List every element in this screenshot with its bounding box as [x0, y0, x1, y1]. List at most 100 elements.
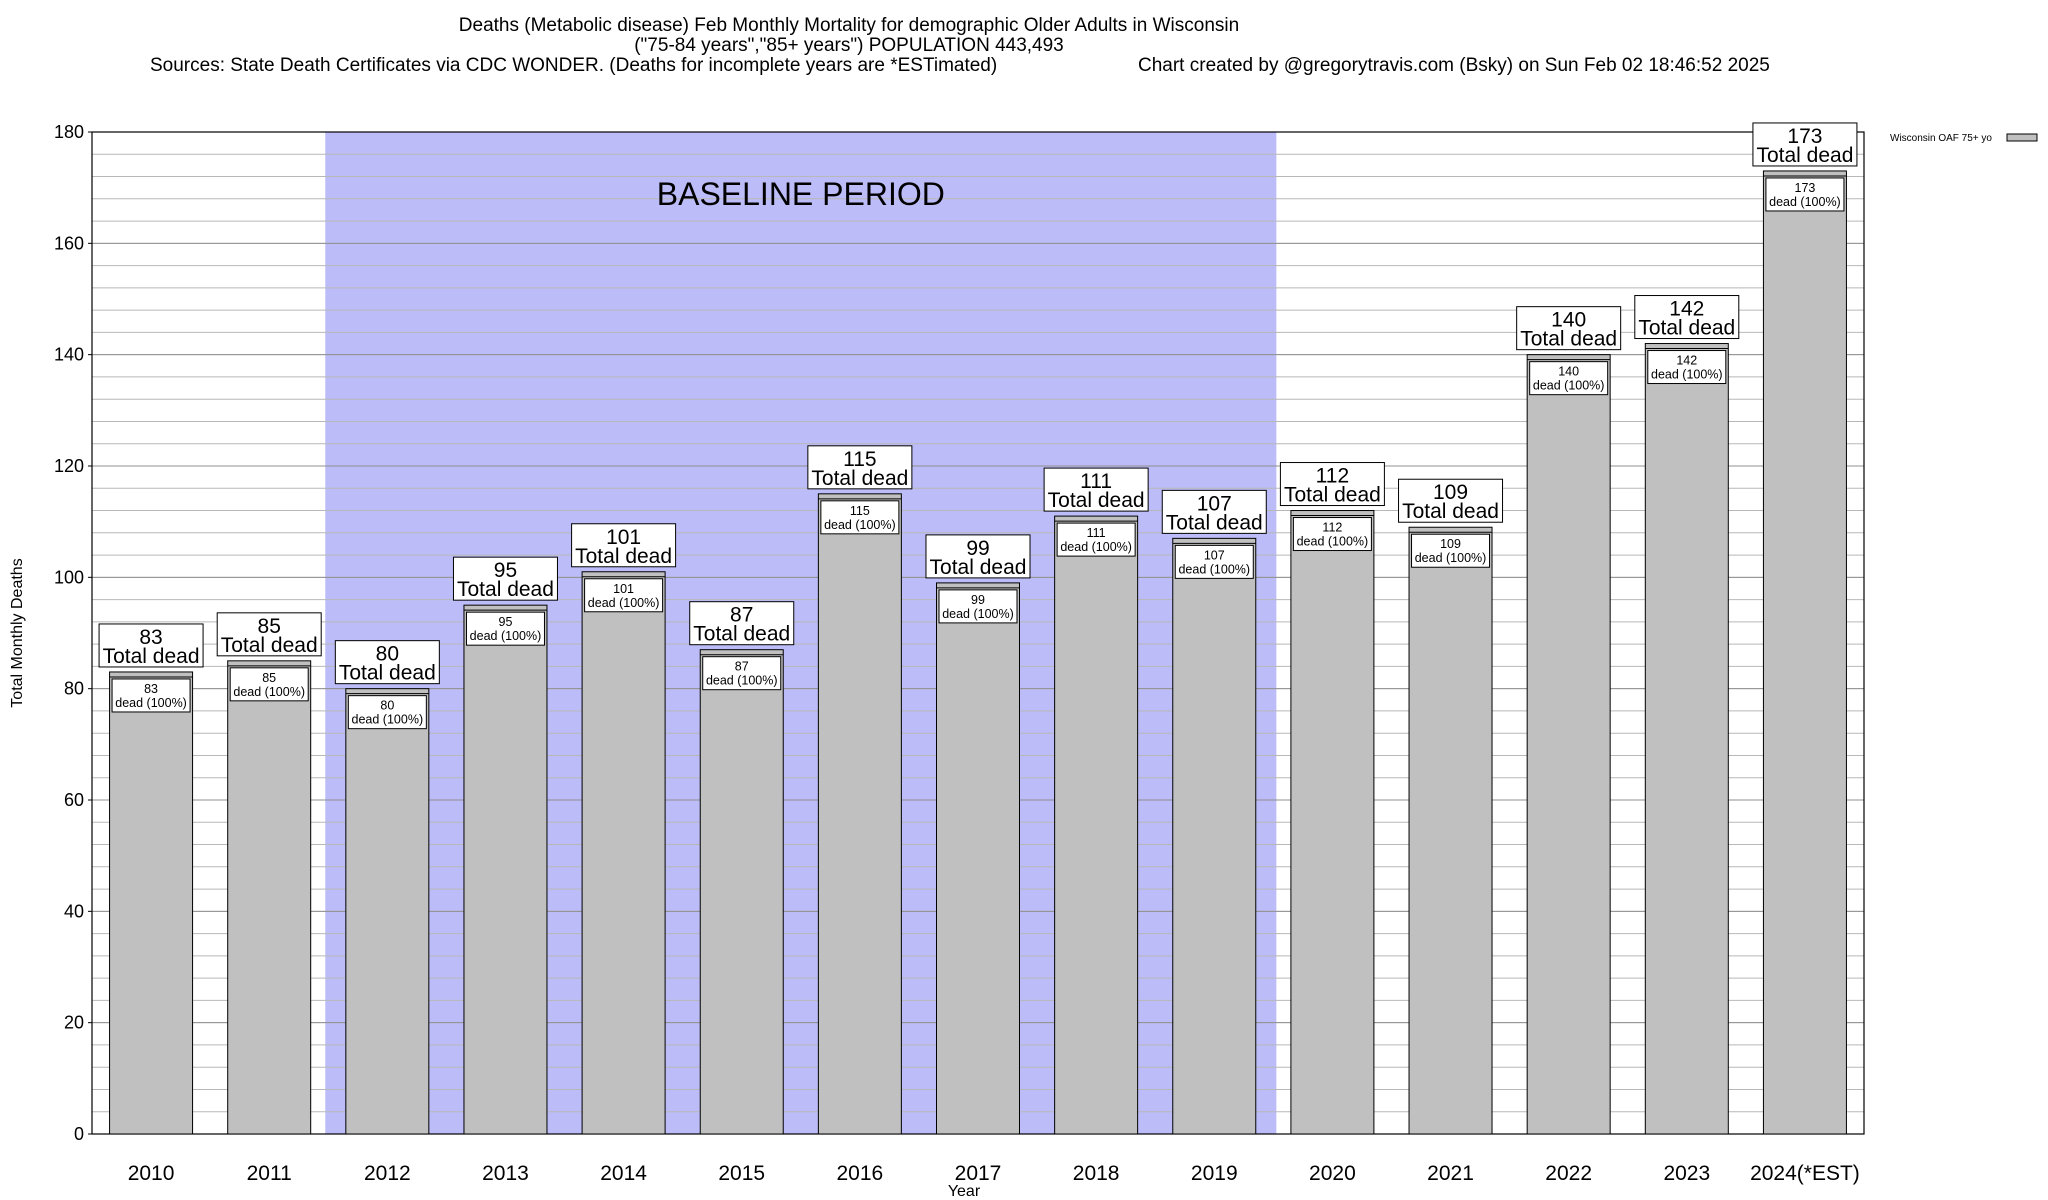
- y-tick-label: 180: [54, 122, 84, 142]
- bar: [581, 571, 666, 1135]
- y-tick-label: 80: [64, 679, 84, 699]
- inner-label-value: 109: [1440, 537, 1461, 551]
- y-tick-label: 120: [54, 456, 84, 476]
- inner-label-value: 112: [1322, 521, 1342, 535]
- inner-label-value: 101: [613, 582, 634, 596]
- inner-label-text: dead (100%): [1297, 535, 1369, 549]
- inner-label-box: [111, 678, 191, 713]
- total-label-value: 95: [494, 559, 517, 582]
- x-tick-label: 2013: [482, 1162, 529, 1185]
- inner-label-text: dead (100%): [470, 629, 542, 643]
- x-tick-label: 2023: [1663, 1162, 1710, 1185]
- total-label-text: Total dead: [1402, 500, 1499, 523]
- inner-label-box: [1765, 177, 1845, 212]
- y-tick-label: 100: [54, 567, 84, 587]
- total-label-box: [807, 445, 913, 490]
- x-axis-label: Year: [948, 1183, 981, 1200]
- total-label-box: [1279, 462, 1385, 507]
- inner-label-text: dead (100%): [233, 685, 305, 699]
- bar: [463, 604, 548, 1135]
- y-axis-label: Total Monthly Deaths: [9, 558, 26, 707]
- bar: [1644, 343, 1729, 1135]
- total-label-text: Total dead: [339, 662, 436, 685]
- total-label-text: Total dead: [457, 578, 554, 601]
- x-tick-label: 2015: [718, 1162, 765, 1185]
- plot-area: BASELINE PERIOD 0 20 40 60 80 100 120 140 160 180 T…: [9, 122, 1865, 1200]
- total-label-box: [98, 623, 204, 668]
- inner-label-text: dead (100%): [1769, 195, 1841, 209]
- legend: Wisconsin OAF 75+ yo: [1890, 133, 2038, 144]
- inner-label-box: [584, 578, 664, 613]
- bar: [1762, 170, 1847, 1135]
- inner-label-value: 85: [262, 671, 276, 685]
- total-label-value: 80: [376, 643, 399, 666]
- inner-label-box: [1647, 350, 1727, 385]
- inner-label-text: dead (100%): [942, 607, 1014, 621]
- inner-label-text: dead (100%): [706, 674, 778, 688]
- total-label-value: 99: [966, 537, 989, 560]
- inner-label-box: [1292, 517, 1372, 552]
- baseline-period-label: BASELINE PERIOD: [657, 176, 945, 212]
- total-label-box: [1398, 478, 1504, 523]
- inner-label-text: dead (100%): [824, 518, 896, 532]
- total-label-value: 111: [1080, 470, 1112, 493]
- inner-label-text: dead (100%): [1415, 551, 1487, 565]
- legend-label: Wisconsin OAF 75+ yo: [1890, 133, 1992, 144]
- y-tick-label: 160: [54, 233, 84, 253]
- total-label-box: [1752, 122, 1858, 167]
- bar: [345, 688, 430, 1135]
- inner-label-value: 142: [1676, 354, 1697, 368]
- total-label-value: 85: [258, 615, 281, 638]
- inner-label-value: 115: [850, 504, 870, 518]
- total-label-box: [334, 640, 440, 685]
- chart-sources-note: Sources: State Death Certificates via CD…: [150, 55, 997, 76]
- inner-label-box: [820, 500, 900, 535]
- total-label-value: 115: [843, 448, 876, 471]
- inner-label-text: dead (100%): [1178, 562, 1250, 576]
- total-label-text: Total dead: [1166, 511, 1263, 534]
- inner-label-value: 111: [1087, 526, 1106, 540]
- x-tick-label: 2016: [837, 1162, 884, 1185]
- total-label-box: [1161, 489, 1267, 534]
- x-tick-label: 2019: [1191, 1162, 1238, 1185]
- y-tick-label: 140: [54, 345, 84, 365]
- inner-label-text: dead (100%): [352, 713, 424, 727]
- bar: [227, 660, 312, 1135]
- total-label-box: [452, 556, 558, 601]
- total-label-box: [1043, 467, 1149, 512]
- bar: [1290, 510, 1375, 1135]
- x-tick-label: 2012: [364, 1162, 411, 1185]
- inner-label-box: [1174, 544, 1254, 579]
- inner-label-text: dead (100%): [1533, 379, 1605, 393]
- inner-label-box: [465, 611, 545, 646]
- bar: [1408, 526, 1493, 1135]
- bar: [109, 671, 194, 1135]
- inner-label-box: [347, 695, 427, 730]
- x-tick-label: 2020: [1309, 1162, 1356, 1185]
- inner-label-text: dead (100%): [1060, 540, 1132, 554]
- inner-label-box: [1056, 522, 1136, 557]
- total-label-box: [216, 612, 322, 657]
- chart-subtitle: ("75-84 years","85+ years") POPULATION 4…: [634, 35, 1064, 56]
- total-label-text: Total dead: [1520, 328, 1617, 351]
- inner-label-box: [1529, 361, 1609, 396]
- x-tick-label: 2011: [247, 1162, 292, 1185]
- y-tick-label: 0: [74, 1124, 84, 1144]
- bar: [817, 493, 902, 1135]
- y-tick-label: 40: [64, 901, 84, 921]
- inner-label-value: 80: [380, 699, 394, 713]
- inner-label-box: [1411, 533, 1491, 568]
- total-label-box: [571, 523, 677, 568]
- total-label-box: [925, 534, 1031, 579]
